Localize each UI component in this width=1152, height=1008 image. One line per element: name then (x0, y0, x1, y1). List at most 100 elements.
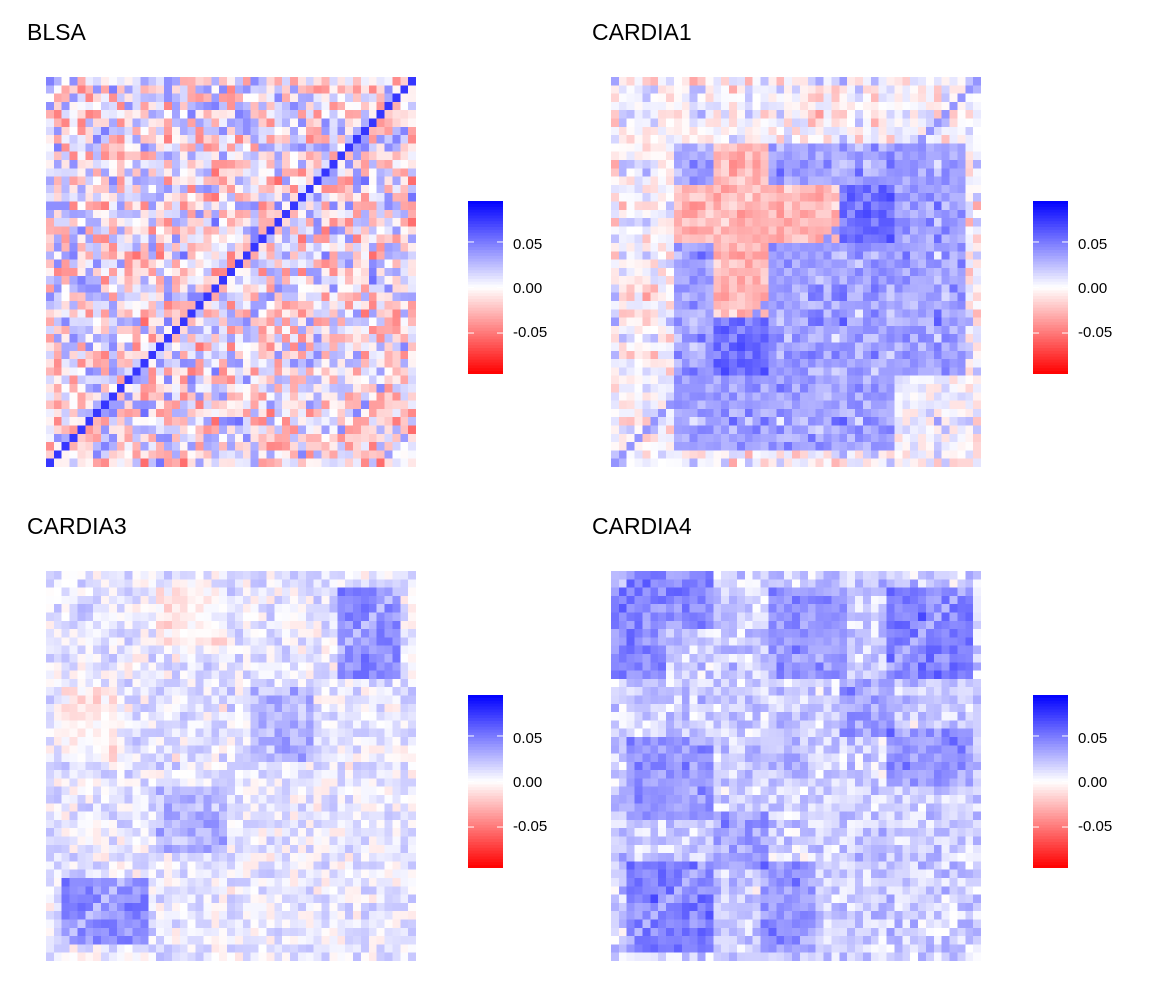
heatmap-cell (941, 425, 950, 435)
heatmap-cell (219, 392, 228, 401)
heatmap-cell (266, 317, 275, 327)
heatmap-cell (713, 151, 722, 161)
heatmap-cell (116, 458, 126, 467)
heatmap-cell (345, 359, 354, 368)
heatmap-cell (290, 209, 299, 219)
heatmap-cell (108, 375, 118, 385)
heatmap-cell (681, 126, 691, 136)
heatmap-cell (164, 442, 173, 451)
heatmap-cell (957, 251, 966, 260)
heatmap-cell (274, 135, 283, 144)
heatmap-cell (933, 135, 942, 144)
heatmap-cell (902, 209, 911, 219)
heatmap-cell (266, 637, 275, 646)
heatmap-cell (910, 151, 919, 161)
heatmap-cell (297, 143, 307, 152)
heatmap-cell (132, 110, 141, 119)
heatmap-cell (179, 193, 189, 202)
heatmap-cell (618, 317, 628, 327)
heatmap-cell (400, 595, 409, 605)
heatmap-cell (360, 342, 370, 352)
heatmap-cell (933, 184, 942, 194)
heatmap-cell (673, 301, 683, 310)
heatmap-cell (918, 201, 927, 211)
heatmap-cell (266, 579, 275, 588)
heatmap-cell (266, 226, 275, 235)
heatmap-cell (823, 242, 832, 252)
heatmap-cell (776, 159, 785, 169)
heatmap-cell (949, 135, 958, 144)
heatmap-cell (925, 433, 935, 443)
heatmap-cell (164, 118, 173, 128)
heatmap-cell (941, 292, 950, 302)
heatmap-cell (266, 587, 275, 597)
heatmap-cell (752, 350, 761, 360)
heatmap-cell (784, 267, 793, 277)
heatmap-cell (949, 284, 958, 294)
heatmap-cell (187, 118, 196, 128)
heatmap-cell (902, 101, 911, 111)
heatmap-cell (124, 587, 133, 597)
heatmap-cell (384, 342, 393, 352)
heatmap-cell (650, 184, 659, 194)
heatmap-cell (203, 168, 212, 177)
heatmap-cell (101, 317, 110, 327)
heatmap-cell (681, 325, 691, 335)
heatmap-cell (941, 433, 950, 443)
heatmap-cell (290, 325, 299, 335)
heatmap-cell (266, 442, 275, 451)
heatmap-cell (187, 151, 196, 161)
heatmap-cell (855, 135, 864, 144)
heatmap-cell (124, 242, 133, 252)
heatmap-cell (140, 259, 149, 269)
heatmap-cell (673, 392, 683, 401)
heatmap-cell (658, 301, 667, 310)
heatmap-cell (77, 359, 86, 368)
heatmap-cell (626, 450, 635, 460)
heatmap-cell (768, 93, 777, 103)
heatmap-cell (894, 267, 903, 277)
heatmap-cell (744, 110, 754, 119)
heatmap-cell (768, 309, 777, 318)
heatmap-cell (242, 325, 251, 335)
heatmap-cell (392, 143, 401, 152)
heatmap-cell (918, 168, 927, 177)
heatmap-cell (290, 629, 299, 638)
heatmap-cell (807, 442, 816, 451)
heatmap-cell (697, 325, 706, 335)
heatmap-cell (321, 359, 330, 368)
heatmap-cell (855, 159, 864, 169)
heatmap-cell (839, 292, 848, 302)
heatmap-cell (611, 284, 620, 294)
heatmap-cell (211, 604, 220, 613)
heatmap-cell (611, 234, 620, 244)
heatmap-cell (736, 417, 746, 426)
heatmap-cell (784, 176, 793, 186)
heatmap-cell (140, 309, 149, 318)
heatmap-cell (219, 350, 228, 360)
heatmap-cell (250, 151, 259, 161)
heatmap-cell (870, 367, 879, 377)
heatmap-cell (274, 392, 283, 401)
heatmap-cell (910, 176, 919, 186)
heatmap-cell (689, 159, 698, 169)
heatmap-cell (148, 325, 157, 335)
heatmap-cell (839, 184, 848, 194)
heatmap-cell (681, 234, 691, 244)
heatmap-cell (211, 209, 220, 219)
heatmap-cell (290, 101, 299, 111)
heatmap-cell (957, 110, 966, 119)
heatmap-cell (69, 126, 78, 136)
heatmap-cell (297, 101, 307, 111)
heatmap-cell (666, 400, 675, 410)
heatmap-cell (266, 392, 275, 401)
heatmap-cell (203, 425, 212, 435)
heatmap-cell (925, 151, 935, 161)
heatmap-cell (855, 226, 864, 235)
heatmap-cell (250, 350, 259, 360)
heatmap-cell (219, 118, 228, 128)
heatmap-cell (211, 384, 220, 393)
heatmap-cell (776, 317, 785, 327)
heatmap-cell (862, 143, 872, 152)
heatmap-cell (949, 85, 958, 94)
